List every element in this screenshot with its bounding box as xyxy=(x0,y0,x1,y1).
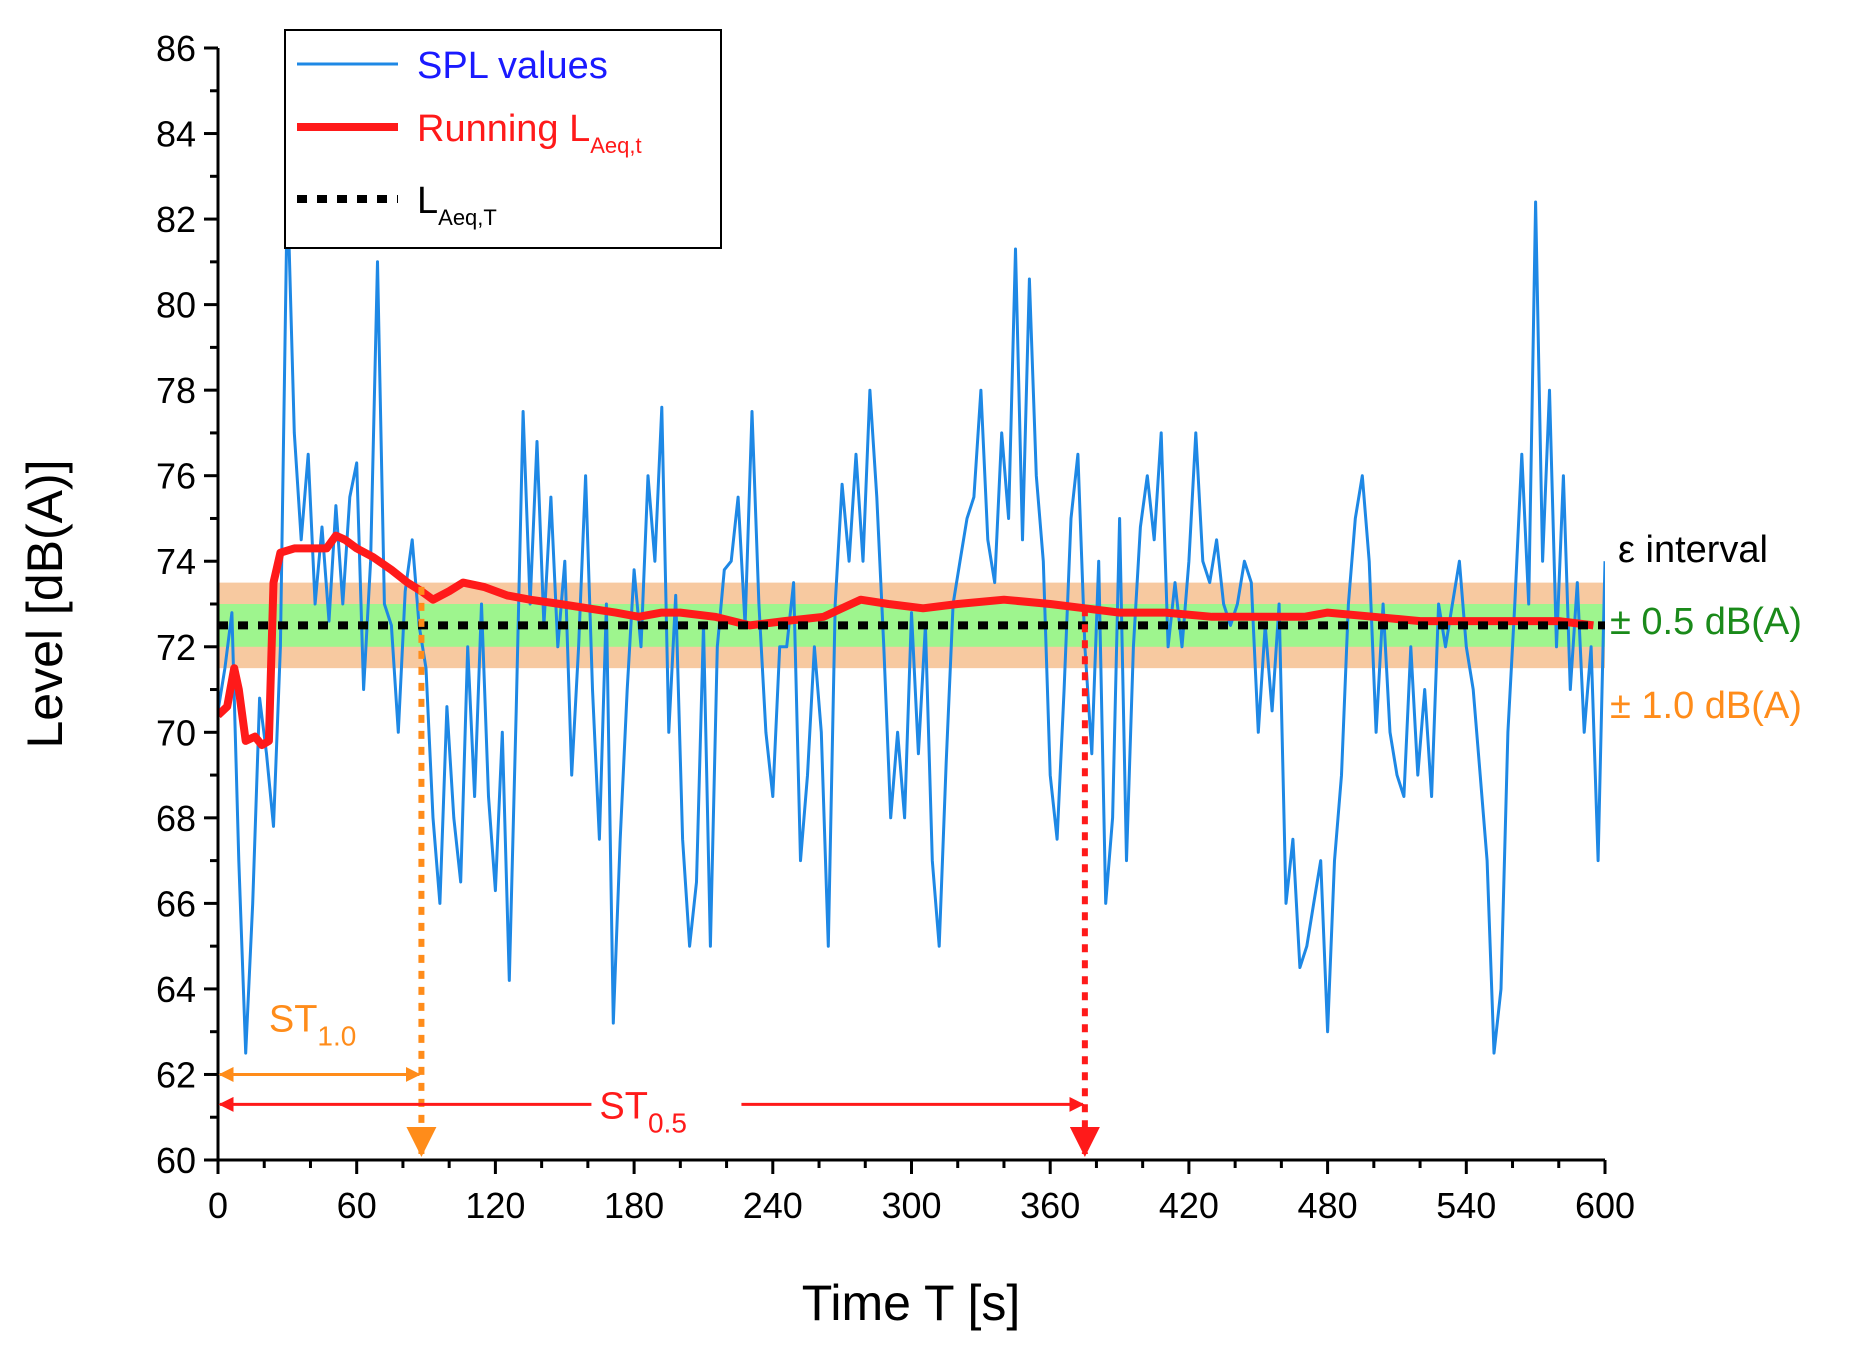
x-tick-label: 0 xyxy=(208,1185,228,1226)
legend-label-running-sub: Aeq,t xyxy=(590,133,641,158)
x-tick-label: 300 xyxy=(881,1185,941,1226)
y-tick-label: 62 xyxy=(156,1054,196,1095)
legend-label-laeq-sub: Aeq,T xyxy=(438,205,497,230)
x-tick-label: 480 xyxy=(1298,1185,1358,1226)
y-tick-label: 76 xyxy=(156,456,196,497)
y-tick-label: 78 xyxy=(156,370,196,411)
x-tick-label: 240 xyxy=(743,1185,803,1226)
legend: SPL values Running LAeq,t LAeq,T xyxy=(284,29,722,249)
epsilon-interval-label: ε interval xyxy=(1618,529,1768,571)
legend-box xyxy=(284,29,722,249)
x-tick-label: 540 xyxy=(1436,1185,1496,1226)
y-tick-label: 82 xyxy=(156,199,196,240)
y-tick-label: 72 xyxy=(156,627,196,668)
legend-label-running-main: Running L xyxy=(417,108,590,150)
y-tick-label: 60 xyxy=(156,1140,196,1181)
legend-label-running: Running LAeq,t xyxy=(417,108,642,158)
y-tick-label: 70 xyxy=(156,712,196,753)
y-tick-label: 66 xyxy=(156,883,196,924)
y-tick-label: 68 xyxy=(156,798,196,839)
legend-label-laeq-main: L xyxy=(417,180,438,222)
band-label-wide: ± 1.0 dB(A) xyxy=(1610,685,1802,727)
marker-label-bg xyxy=(591,1078,742,1139)
x-tick-label: 180 xyxy=(604,1185,664,1226)
y-tick-label: 64 xyxy=(156,969,196,1010)
marker-label-1.0: ST1.0 xyxy=(269,999,357,1052)
x-tick-label: 120 xyxy=(465,1185,525,1226)
marker-label-sub: 1.0 xyxy=(317,1021,356,1052)
y-tick-label: 86 xyxy=(156,28,196,69)
series-spl-values xyxy=(218,183,1605,1055)
y-tick-label: 74 xyxy=(156,541,196,582)
marker-label-main: ST xyxy=(599,1085,648,1127)
series-running-laeq xyxy=(218,531,1594,750)
x-tick-label: 420 xyxy=(1159,1185,1219,1226)
legend-label-spl: SPL values xyxy=(417,45,608,87)
y-axis-title: Level [dB(A)] xyxy=(17,459,73,748)
band-label-narrow: ± 0.5 dB(A) xyxy=(1610,601,1802,643)
series-layer xyxy=(218,183,1605,1055)
x-tick-label: 360 xyxy=(1020,1185,1080,1226)
legend-label-laeq: LAeq,T xyxy=(417,180,497,230)
y-tick-label: 84 xyxy=(156,114,196,155)
marker-label-0.5: ST0.5 xyxy=(599,1085,687,1138)
marker-label-sub: 0.5 xyxy=(648,1107,687,1138)
marker-label-main: ST xyxy=(269,999,318,1041)
x-tick-label: 600 xyxy=(1575,1185,1635,1226)
y-tick-label: 80 xyxy=(156,285,196,326)
ticks: 0 60 120 180 240 300 360 420 480 540 600 60 62 64 66 68… xyxy=(156,28,1635,1226)
x-axis-title: Time T [s] xyxy=(802,1275,1021,1331)
x-tick-label: 60 xyxy=(337,1185,377,1226)
